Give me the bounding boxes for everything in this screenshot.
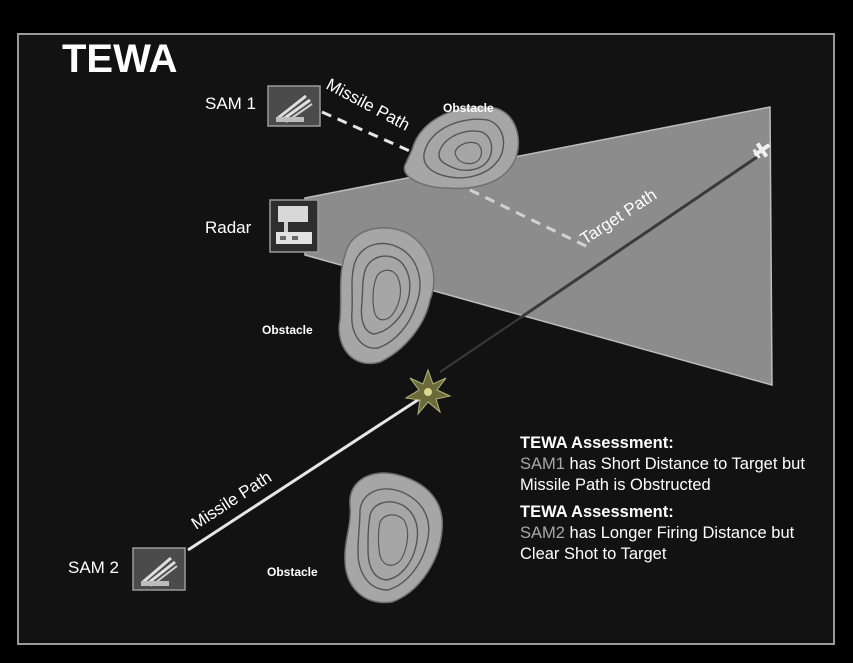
radar-icon: [269, 199, 319, 253]
obstacle-2-label: Obstacle: [262, 323, 313, 337]
obstacle-2: [338, 227, 435, 365]
missile-path-2-line: [187, 390, 431, 552]
missile-path-1-label: Missile Path: [323, 75, 413, 135]
obstacle-1: [403, 106, 520, 190]
assessment-panel: TEWA Assessment: SAM1 has Short Distance…: [520, 433, 820, 571]
obstacle-3-label: Obstacle: [267, 565, 318, 579]
assessment-heading: TEWA Assessment:: [520, 503, 674, 521]
page-title: TEWA: [62, 37, 178, 81]
assessment-sam-name: SAM2: [520, 524, 565, 542]
assessment-sam-name: SAM1: [520, 455, 565, 473]
sam1-label: SAM 1: [205, 94, 256, 113]
assessment-text: has Longer Firing Distance but Clear Sho…: [520, 524, 795, 563]
assessment-sam2: TEWA Assessment: SAM2 has Longer Firing …: [520, 502, 820, 565]
assessment-heading: TEWA Assessment:: [520, 434, 674, 452]
obstacle-3: [344, 472, 443, 604]
assessment-sam1: TEWA Assessment: SAM1 has Short Distance…: [520, 433, 820, 496]
obstacle-1-label: Obstacle: [443, 101, 494, 115]
missile-launcher-icon: [267, 85, 321, 127]
explosion-icon: [404, 368, 452, 416]
sam2-label: SAM 2: [68, 558, 119, 577]
missile-path-1-dashed-b: [469, 188, 591, 250]
assessment-text: has Short Distance to Target but Missile…: [520, 455, 805, 494]
target-path-line-extension: [439, 317, 521, 373]
radar-label: Radar: [205, 218, 252, 237]
target-path-line: [519, 153, 761, 320]
aircraft-icon: [752, 142, 771, 159]
missile-launcher-icon: [132, 547, 186, 591]
